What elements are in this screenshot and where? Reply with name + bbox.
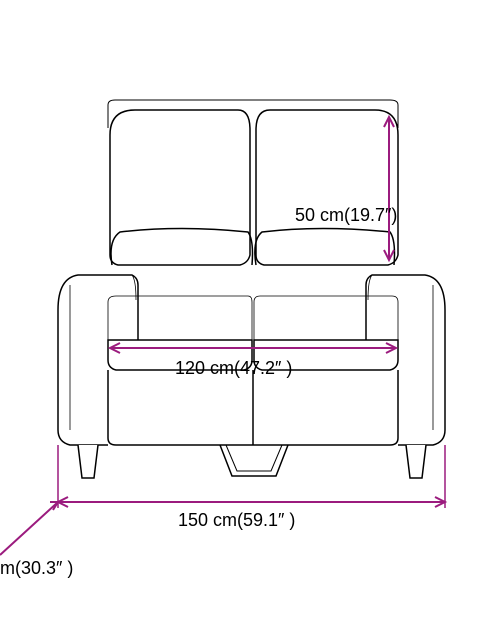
dimension-lines [0, 117, 445, 555]
seat-width-label: 120 cm(47.2″ ) [175, 358, 292, 379]
depth-label: m(30.3″ ) [0, 558, 73, 579]
total-width-label: 150 cm(59.1″ ) [178, 510, 295, 531]
backrest-height-label: 50 cm(19.7″) [295, 205, 397, 226]
sofa-dimension-diagram [0, 0, 500, 641]
sofa-outline [58, 100, 445, 478]
